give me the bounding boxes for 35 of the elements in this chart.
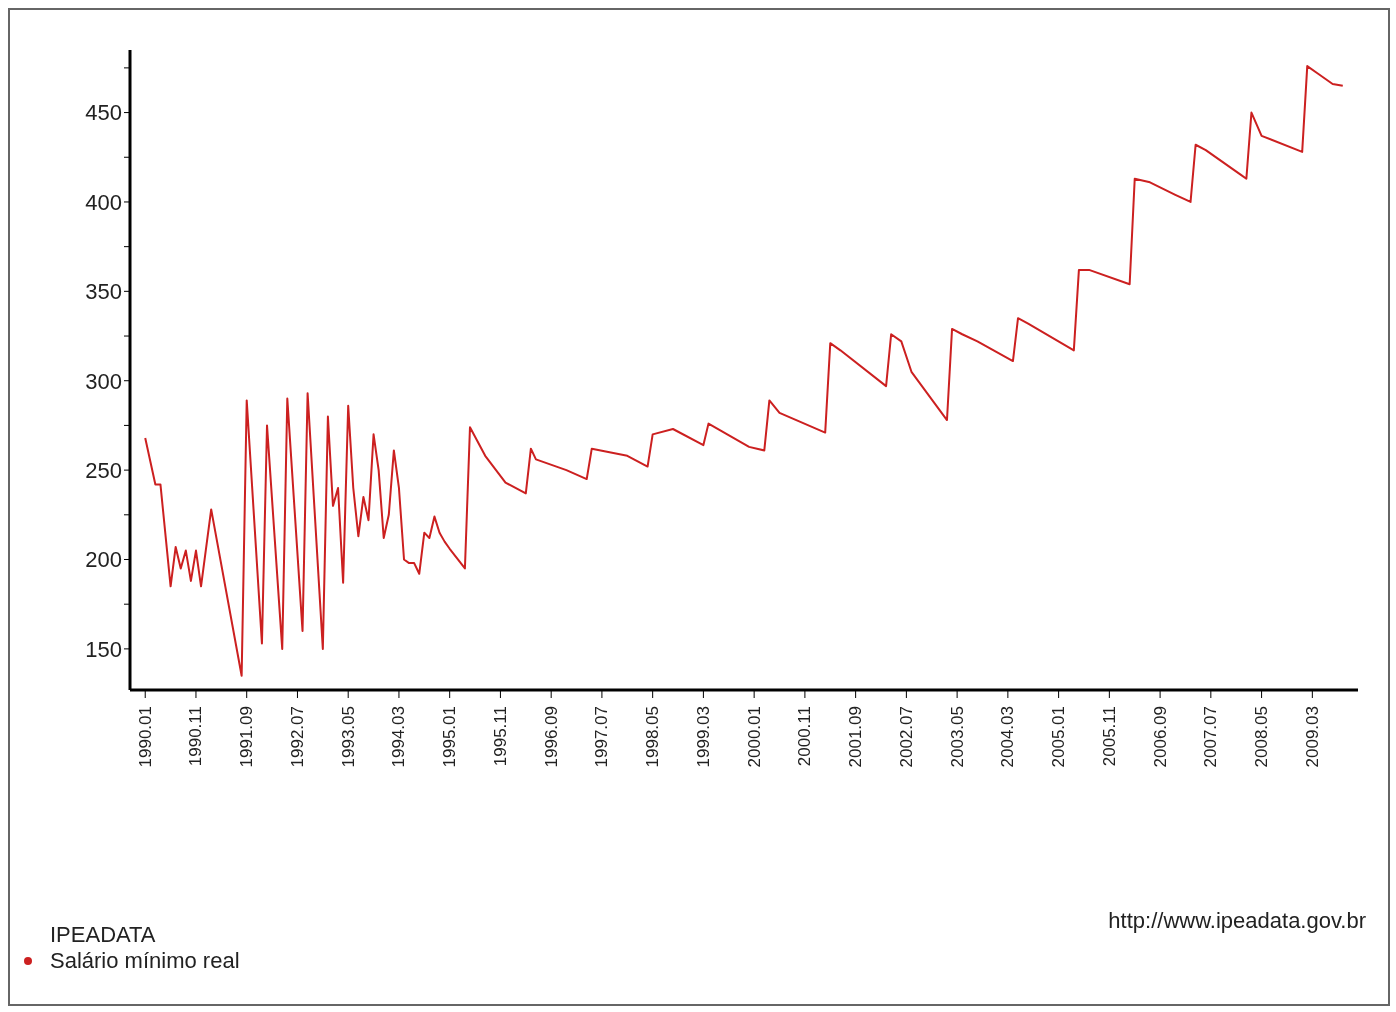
x-tick-label: 1994.03: [389, 706, 409, 768]
y-tick-label: 150: [85, 636, 122, 662]
x-tick-label: 1999.03: [693, 706, 713, 768]
x-tick-label: 1990.01: [135, 706, 155, 768]
x-tick-label: 1996.09: [541, 706, 561, 768]
x-tick-label: 2007.07: [1201, 706, 1221, 768]
text: http://www.ipeadata.gov.br: [1108, 908, 1366, 934]
x-tick-label: 2004.03: [998, 706, 1018, 768]
x-tick-label: 1991.09: [237, 706, 257, 768]
x-tick-label: 2009.03: [1302, 706, 1322, 768]
line-series: [144, 65, 1344, 677]
x-tick-label: 1998.05: [643, 706, 663, 768]
x-tick-label: 2000.11: [795, 706, 815, 767]
y-tick-label: 450: [85, 100, 122, 126]
x-tick-label: 1993.05: [338, 706, 358, 768]
x-tick-label: 2003.05: [947, 706, 967, 768]
x-tick-label: 2008.05: [1252, 706, 1272, 768]
x-tick-label: 1990.11: [186, 706, 206, 767]
legend-label: Salário mínimo real: [50, 948, 240, 974]
x-tick-label: 2005.01: [1049, 706, 1069, 768]
x-tick-label: 1992.07: [287, 706, 307, 768]
x-tick-label: 2006.09: [1150, 706, 1170, 768]
x-tick-label: 1995.11: [490, 706, 510, 767]
x-tick-label: 2002.07: [896, 706, 916, 768]
y-tick-label: 400: [85, 189, 122, 215]
x-tick-label: 2001.09: [846, 706, 866, 768]
y-tick-label: 300: [85, 368, 122, 394]
x-tick-label: 2005.11: [1099, 706, 1119, 767]
x-tick-label: 1997.07: [592, 706, 612, 768]
y-tick-label: 250: [85, 457, 122, 483]
legend-title: IPEADATA: [50, 922, 157, 948]
x-tick-label: 1995.01: [440, 706, 460, 768]
x-tick-label: 2000.01: [744, 706, 764, 768]
y-tick-label: 200: [85, 547, 122, 573]
y-tick-label: 350: [85, 279, 122, 305]
